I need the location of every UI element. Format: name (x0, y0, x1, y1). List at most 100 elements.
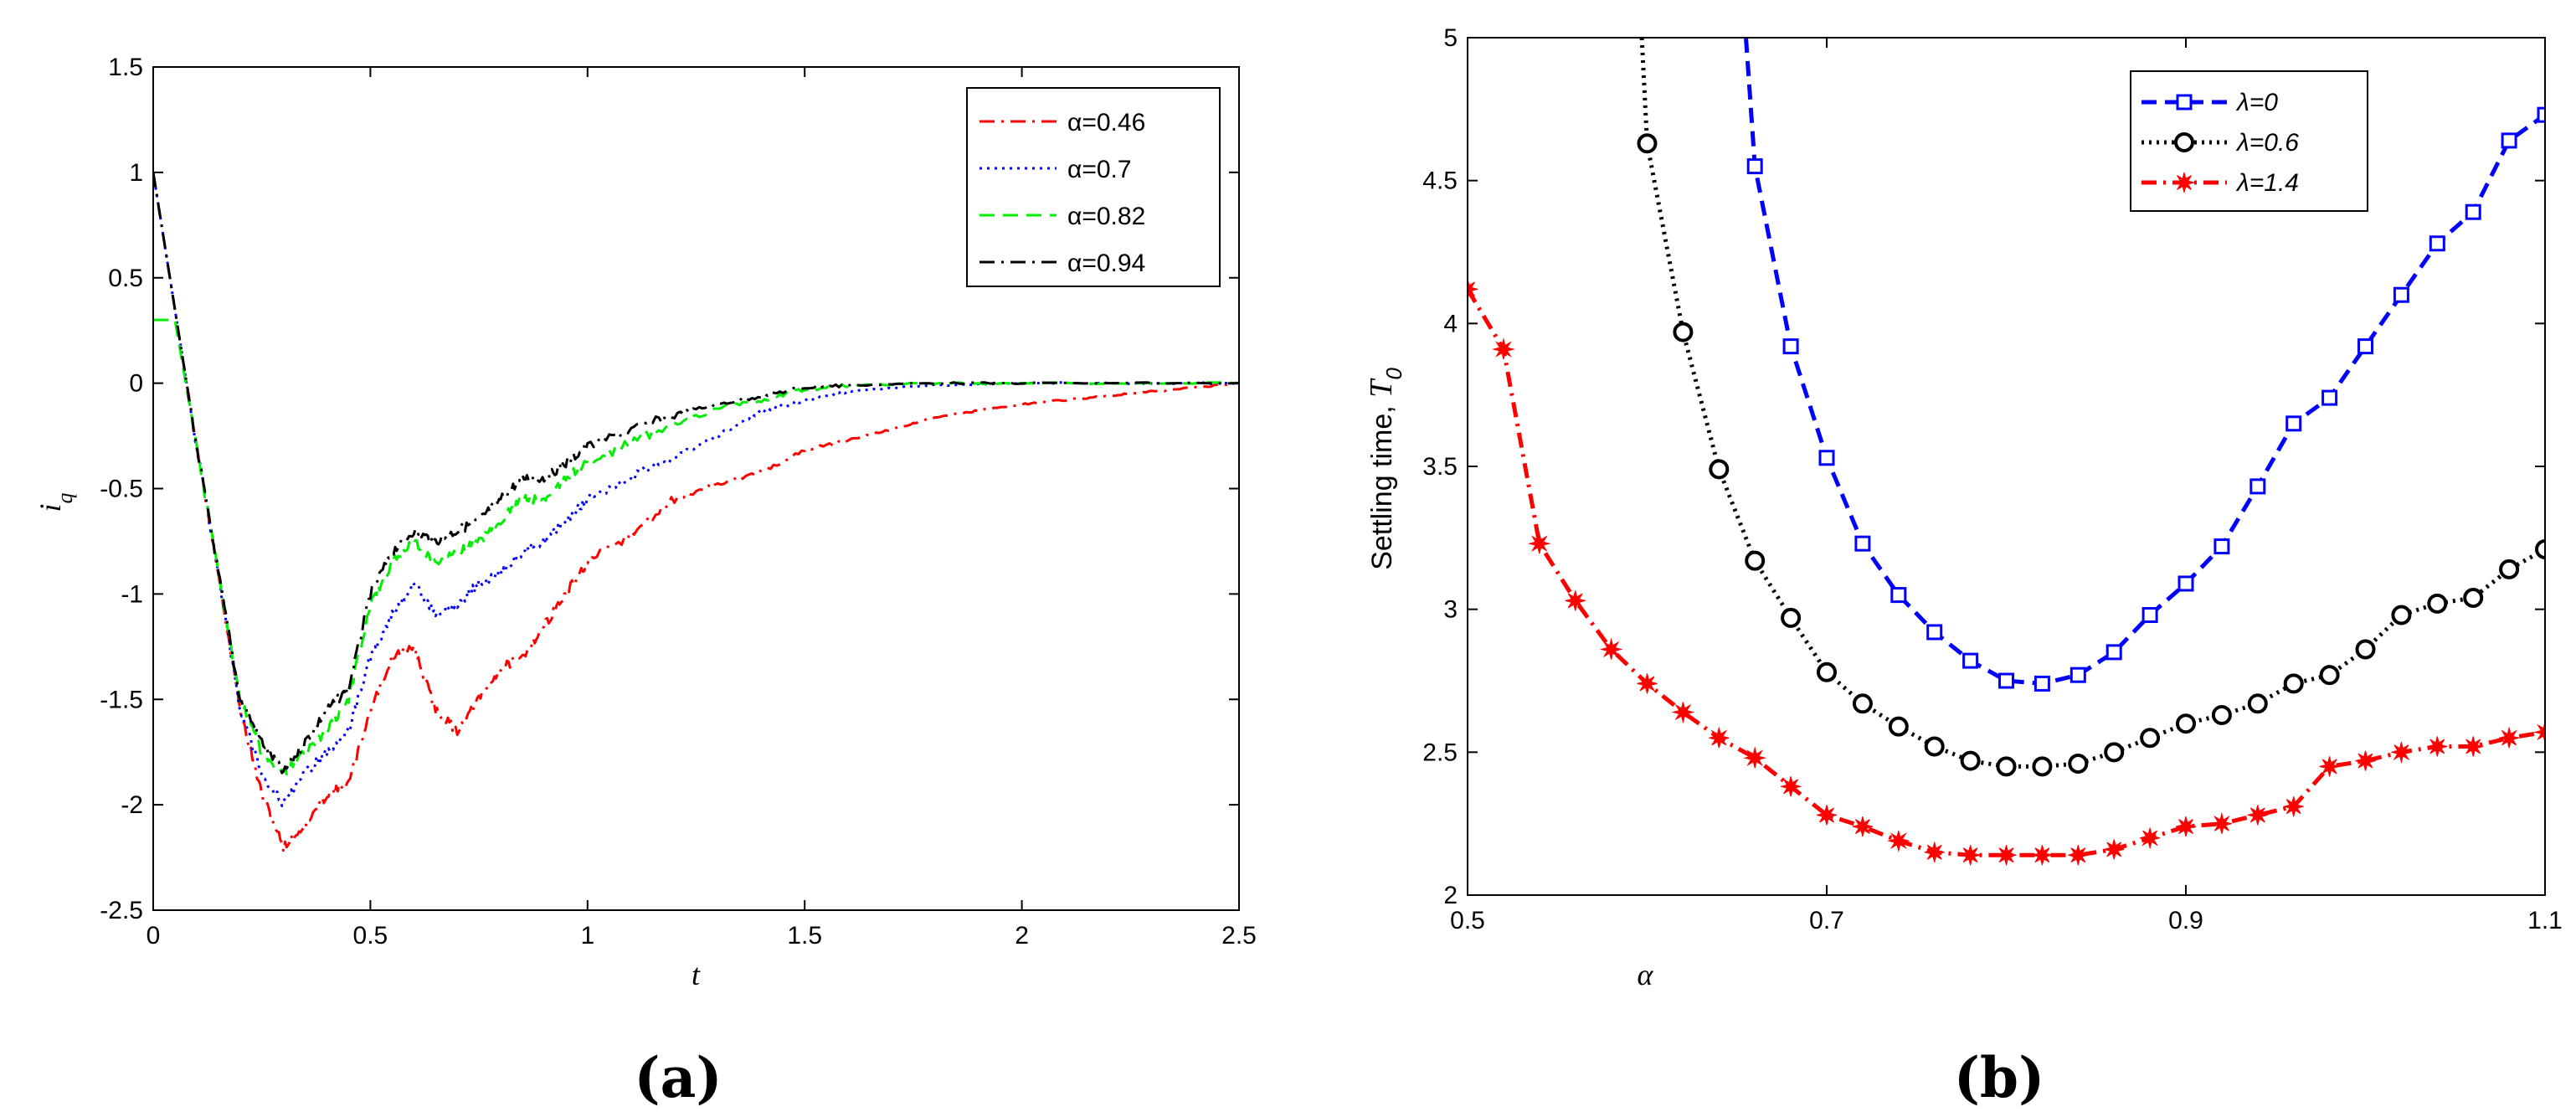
data-point (1782, 338, 1799, 355)
y-tick-label: 2.5 (1422, 739, 1458, 766)
data-point (1565, 590, 1586, 611)
legend-entry: α=0.82 (1067, 203, 1145, 230)
data-point (2034, 675, 2050, 692)
y-tick-label: 5 (1443, 24, 1458, 52)
data-point (2537, 106, 2545, 123)
data-point (2391, 742, 2412, 764)
data-point (1491, 337, 1515, 360)
data-point (2463, 736, 2484, 757)
legend-box (2130, 70, 2368, 212)
chart-a: 0 0.5 1 1.5 2 2.5 -2.5 -2 -1.5 -1 -0.5 0 0.5 1 1.5 t iq (… (33, 54, 1257, 1110)
data-point (2321, 389, 2338, 406)
data-point (2355, 639, 2376, 660)
x-tick-label: 1.1 (2527, 907, 2563, 934)
axes-frame (152, 66, 1240, 911)
y-tick-label: 1 (129, 159, 143, 187)
data-point (1852, 693, 1873, 714)
y-axis-label-sub: q (53, 492, 77, 503)
y-axis-label: iq (33, 492, 77, 512)
data-point (1637, 133, 1658, 154)
data-point (2104, 742, 2125, 763)
data-point (2032, 756, 2053, 777)
legend-entry: α=0.94 (1067, 250, 1145, 277)
series-line (1744, 38, 2545, 686)
data-point (1924, 736, 1945, 757)
data-point (2393, 286, 2409, 303)
data-point (2211, 811, 2233, 834)
y-axis-label-text: Settling time, (1366, 398, 1398, 570)
y-tick-label: -2 (121, 791, 143, 819)
data-point (1996, 756, 2017, 777)
data-point (2250, 478, 2266, 495)
y-tick-label: 4.5 (1422, 167, 1458, 195)
data-point (2142, 606, 2158, 623)
data-point (2285, 415, 2302, 432)
y-tick-label: 4 (1443, 310, 1458, 337)
x-tick-label: 0.9 (2168, 907, 2203, 934)
data-point (2178, 575, 2194, 592)
series-line (153, 172, 1239, 775)
legend-entry: λ=0 (2235, 89, 2278, 116)
data-point (2106, 644, 2122, 661)
data-point (2427, 736, 2448, 757)
data-point (1468, 279, 1478, 300)
data-point (2463, 588, 2484, 609)
y-tick-label: 2 (1443, 882, 1458, 909)
x-tick-label: 2.5 (1221, 922, 1257, 950)
legend-entry: λ=1.4 (2235, 169, 2299, 197)
data-point (2498, 726, 2520, 749)
data-point (1962, 652, 1979, 669)
data-point (1780, 776, 1802, 797)
legend-entry: α=0.7 (1067, 156, 1132, 183)
data-point (2068, 753, 2089, 774)
data-point (2283, 673, 2304, 694)
data-point (1854, 535, 1871, 552)
data-point (2211, 704, 2232, 725)
data-point (2139, 827, 2161, 850)
y-tick-label: -2.5 (100, 897, 143, 924)
chart-b: 0.5 0.7 0.9 1.1 2 2.5 3 3.5 4 4.5 5 α Settling time,… (1364, 24, 2563, 1110)
data-point (2104, 839, 2125, 860)
data-point (1818, 450, 1835, 466)
series-line (153, 172, 1239, 808)
data-point (2283, 796, 2304, 817)
y-tick-label: 0 (129, 370, 143, 398)
y-tick-label: -1 (121, 580, 143, 608)
legend-box (966, 87, 1221, 287)
legend-entry: λ=0.6 (2235, 129, 2299, 157)
data-point (2214, 538, 2230, 555)
data-point (2427, 593, 2448, 614)
data-point (2501, 132, 2517, 149)
y-tick-label: 3 (1443, 596, 1458, 624)
panel-label-b: (b) (1954, 1045, 2045, 1110)
data-point (1924, 842, 1945, 862)
x-tick-label: 0.7 (1809, 907, 1844, 934)
y-tick-label: -0.5 (100, 476, 143, 503)
data-point (1960, 845, 1981, 866)
data-point (1998, 672, 2014, 689)
data-point (2140, 728, 2161, 749)
data-point (1886, 830, 1910, 853)
y-tick-label: 3.5 (1422, 453, 1458, 481)
legend-marker (2176, 94, 2193, 111)
data-point (2429, 235, 2445, 252)
x-tick-label: 0.5 (353, 922, 388, 950)
x-tick-label: 0.5 (1450, 907, 1485, 934)
x-tick-label: 1 (580, 922, 594, 950)
x-axis-label: t (692, 958, 701, 991)
panel-label-a: (a) (634, 1045, 722, 1110)
data-point (2068, 845, 2089, 866)
x-axis-label: α (1638, 958, 1654, 991)
data-point (1926, 624, 1943, 641)
x-tick-label: 0 (147, 922, 161, 950)
x-tick-label: 1.5 (787, 922, 822, 950)
data-point (1637, 673, 1658, 694)
data-point (2319, 665, 2340, 686)
data-point (1890, 587, 1907, 604)
y-tick-label: -1.5 (100, 686, 143, 713)
data-point (1888, 716, 1909, 737)
data-point (1671, 702, 1695, 724)
series-line (153, 172, 1239, 853)
data-point (2357, 338, 2373, 355)
data-point (2247, 805, 2268, 826)
